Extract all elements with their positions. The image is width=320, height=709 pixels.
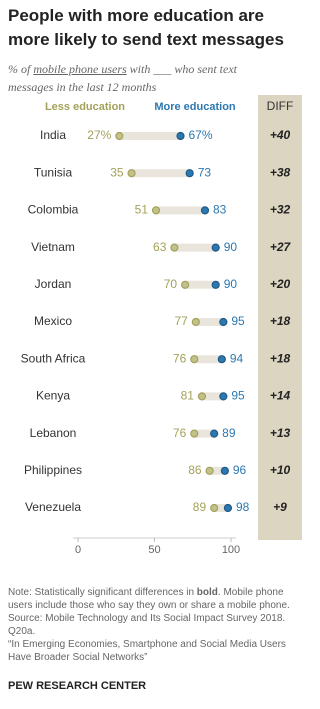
source: Source: Mobile Technology and Its Social… (8, 613, 286, 637)
value-label: 94 (230, 351, 244, 365)
value-label: 90 (224, 240, 238, 254)
category-label: Tunisia (34, 165, 73, 179)
diff-label: +13 (270, 426, 291, 440)
dot-more (219, 392, 228, 401)
dot-less (197, 392, 207, 401)
value-label: 98 (236, 500, 250, 514)
category-label: Jordan (35, 277, 72, 291)
dot-less (170, 243, 179, 252)
value-label: 95 (231, 314, 245, 328)
value-label: 95 (231, 389, 245, 403)
diff-label: +10 (270, 463, 291, 477)
value-label: 70 (164, 277, 178, 291)
note-text: bold (196, 587, 218, 598)
value-label: 86 (188, 463, 202, 477)
category-label: Lebanon (30, 426, 77, 440)
citation: “In Emerging Economies, Smartphone and S… (8, 639, 286, 663)
dot-more (185, 169, 194, 178)
value-label: 89 (222, 426, 236, 440)
value-label: 76 (173, 426, 187, 440)
diff-label: +38 (270, 165, 291, 179)
value-label: 83 (213, 203, 227, 217)
category-label: Mexico (34, 314, 72, 328)
category-label: South Africa (21, 351, 86, 365)
diff-label: +9 (273, 500, 287, 514)
value-label: 81 (181, 389, 195, 403)
value-label: 63 (153, 240, 167, 254)
dot-more (211, 243, 220, 252)
value-label: 27% (87, 128, 111, 142)
dot-less (181, 280, 190, 289)
dot-less (190, 429, 199, 438)
dot-less (191, 317, 200, 327)
value-label: 90 (224, 277, 238, 291)
note: Note: Statistically significant differen… (8, 586, 304, 612)
chart-title: People with more education are more like… (8, 6, 284, 49)
dot-more (211, 280, 220, 289)
value-label: 73 (198, 165, 212, 179)
dot-more (223, 503, 233, 513)
subtitle-text: % of (8, 62, 34, 76)
dot-more (219, 317, 228, 327)
footer: PEW RESEARCH CENTER (8, 680, 147, 692)
diff-label: +20 (270, 277, 291, 291)
subtitle: % of mobile phone users with ___ who sen… (8, 60, 268, 96)
dot-more (220, 466, 229, 475)
value-label: 89 (193, 500, 207, 514)
subtitle-text: with ___ who sent text messages in the l… (8, 62, 237, 94)
dot-more (200, 206, 210, 215)
legend-label: Less education (45, 101, 125, 113)
diff-label: +32 (270, 203, 291, 217)
category-label: Vietnam (31, 240, 75, 254)
value-label: 67% (189, 128, 213, 142)
dot-less (205, 466, 214, 475)
diff-label: +18 (270, 314, 291, 328)
dot-less (210, 503, 219, 513)
dot-less (127, 169, 136, 178)
subtitle-text: mobile phone users (33, 62, 127, 76)
notes: Note: Statistically significant differen… (8, 586, 304, 664)
diff-label: +40 (270, 128, 291, 142)
x-tick-label: 50 (148, 544, 160, 556)
dot-less (115, 131, 124, 141)
diff-label: +14 (270, 389, 291, 403)
diff-label: +27 (270, 240, 292, 254)
category-label: Kenya (36, 389, 70, 403)
category-label: Colombia (28, 203, 79, 217)
x-tick-label: 100 (222, 544, 240, 556)
value-label: 76 (173, 351, 187, 365)
value-label: 35 (110, 165, 124, 179)
note-text: . Mobile phone users include those who s… (8, 587, 290, 611)
x-tick-label: 0 (75, 544, 81, 556)
note-text: Note: Statistically significant differen… (8, 587, 197, 598)
legend-label: More education (154, 101, 236, 113)
dot-more (176, 131, 185, 141)
dot-more (217, 355, 226, 364)
value-label: 51 (135, 203, 149, 217)
page: People with more education are more like… (8, 6, 304, 692)
category-label: Venezuela (25, 500, 81, 514)
diff-background (258, 95, 302, 540)
dot-less (190, 355, 199, 364)
diff-label: +18 (270, 351, 291, 365)
diff-header: DIFF (267, 99, 294, 113)
dot-less (151, 206, 161, 215)
category-label: India (40, 128, 66, 142)
dot-more (210, 429, 219, 438)
value-label: 96 (233, 463, 247, 477)
chart: DIFF Less education More education 0 50 100 In… (21, 95, 302, 556)
category-label: Philippines (24, 463, 82, 477)
value-label: 77 (174, 314, 188, 328)
